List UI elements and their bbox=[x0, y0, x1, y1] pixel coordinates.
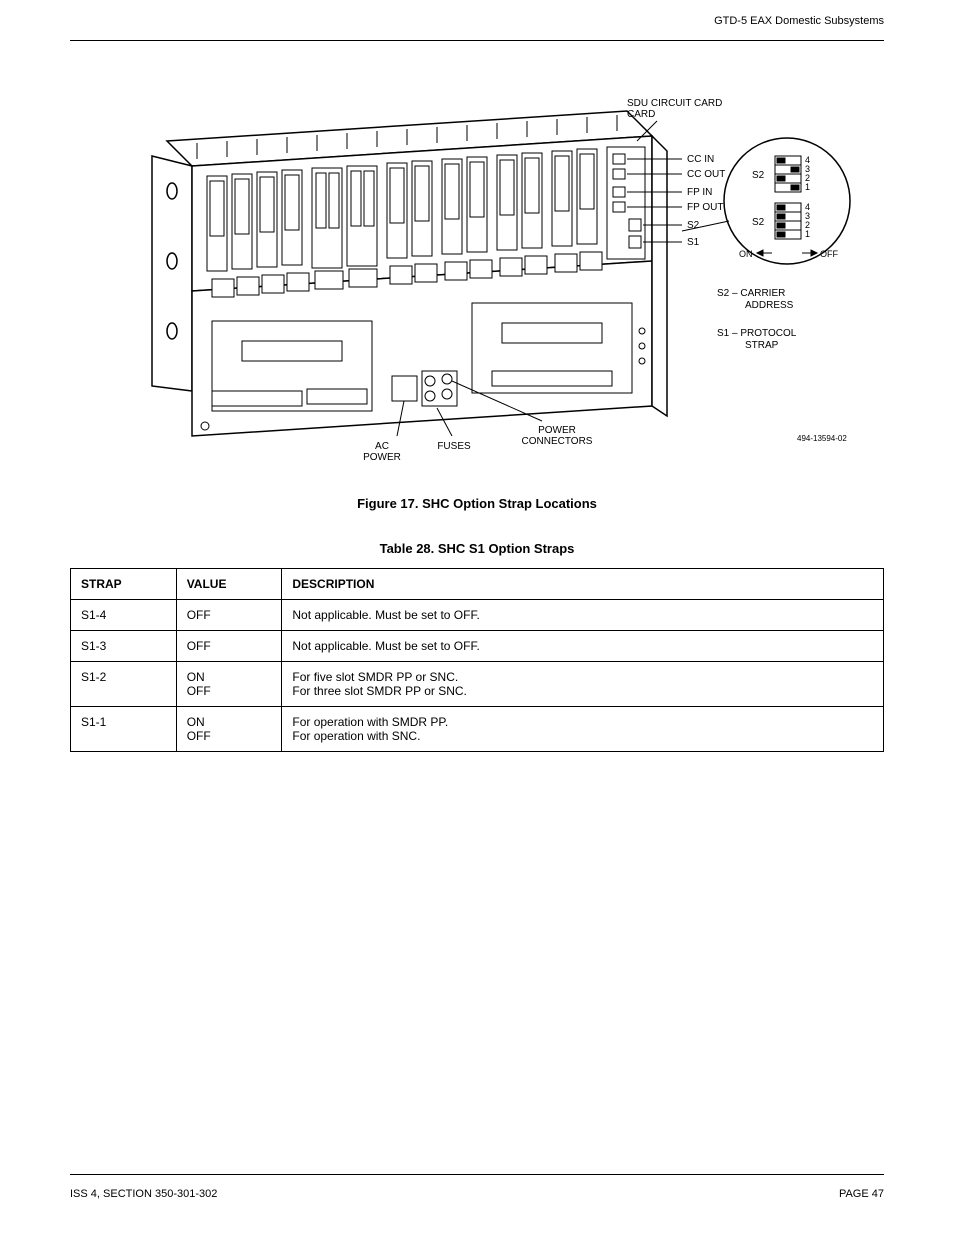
callout-ac-power-1: AC bbox=[375, 441, 389, 452]
bottom-rule bbox=[70, 1174, 884, 1175]
document-page: GTD-5 EAX Domestic Subsystems bbox=[0, 0, 954, 1235]
detail-num-1a: 1 bbox=[805, 182, 810, 192]
shc-diagram: SDU CIRCUIT CARD CARD CC IN CC OUT FP IN… bbox=[97, 81, 857, 481]
detail-on: ON bbox=[739, 249, 753, 259]
table-cell: For operation with SMDR PP.For operation… bbox=[282, 707, 884, 752]
table-cell: Not applicable. Must be set to OFF. bbox=[282, 600, 884, 631]
col-strap: STRAP bbox=[71, 569, 177, 600]
straps-table: STRAP VALUE DESCRIPTION S1-4OFFNot appli… bbox=[70, 568, 884, 752]
figure-caption: Figure 17. SHC Option Strap Locations bbox=[70, 496, 884, 511]
callout-cc-out: CC OUT bbox=[687, 169, 725, 180]
callout-powerconn-1: POWER bbox=[538, 425, 576, 436]
page-footer: ISS 4, SECTION 350-301-302 PAGE 47 bbox=[70, 1188, 884, 1200]
table-cell: S1-4 bbox=[71, 600, 177, 631]
table-row: S1-4OFFNot applicable. Must be set to OF… bbox=[71, 600, 884, 631]
figure-container: SDU CIRCUIT CARD CARD CC IN CC OUT FP IN… bbox=[70, 81, 884, 511]
callout-fp-out: FP OUT bbox=[687, 202, 723, 213]
table-cell: OFF bbox=[176, 600, 282, 631]
table-row: S1-2ONOFFFor five slot SMDR PP or SNC.Fo… bbox=[71, 662, 884, 707]
col-description: DESCRIPTION bbox=[282, 569, 884, 600]
detail-caption-s1-1: S1 – PROTOCOL bbox=[717, 328, 797, 339]
callout-s2: S2 bbox=[687, 220, 700, 231]
table-cell: OFF bbox=[176, 631, 282, 662]
table-cell: ONOFF bbox=[176, 707, 282, 752]
callout-cc-in: CC IN bbox=[687, 154, 714, 165]
table-cell: S1-2 bbox=[71, 662, 177, 707]
callout-s1: S1 bbox=[687, 237, 700, 248]
drawing-number: 494-13594-02 bbox=[797, 434, 847, 443]
callout-sdu-card: SDU CIRCUIT CARD bbox=[627, 98, 722, 109]
detail-caption-s2-1: S2 – CARRIER bbox=[717, 288, 785, 299]
detail-caption-s1-2: STRAP bbox=[745, 340, 779, 351]
table-row: S1-1ONOFFFor operation with SMDR PP.For … bbox=[71, 707, 884, 752]
detail-s2-upper: S2 bbox=[752, 170, 765, 181]
footer-page: PAGE 47 bbox=[839, 1188, 884, 1200]
callout-sdu-card-2: CARD bbox=[627, 109, 655, 120]
table-cell: For five slot SMDR PP or SNC.For three s… bbox=[282, 662, 884, 707]
section-header: GTD-5 EAX Domestic Subsystems bbox=[714, 15, 884, 27]
detail-s2-lower: S2 bbox=[752, 217, 765, 228]
callout-fuses: FUSES bbox=[437, 441, 471, 452]
table-cell: ONOFF bbox=[176, 662, 282, 707]
table-caption: Table 28. SHC S1 Option Straps bbox=[70, 541, 884, 556]
detail-num-1b: 1 bbox=[805, 229, 810, 239]
col-value: VALUE bbox=[176, 569, 282, 600]
callout-fp-in: FP IN bbox=[687, 187, 712, 198]
detail-off: OFF bbox=[820, 249, 838, 259]
table-cell: Not applicable. Must be set to OFF. bbox=[282, 631, 884, 662]
callout-ac-power-2: POWER bbox=[363, 452, 401, 463]
table-header-row: STRAP VALUE DESCRIPTION bbox=[71, 569, 884, 600]
callout-powerconn-2: CONNECTORS bbox=[522, 436, 593, 447]
table-cell: S1-1 bbox=[71, 707, 177, 752]
top-rule bbox=[70, 40, 884, 41]
footer-section: ISS 4, SECTION 350-301-302 bbox=[70, 1188, 217, 1200]
table-cell: S1-3 bbox=[71, 631, 177, 662]
detail-caption-s2-2: ADDRESS bbox=[745, 300, 794, 311]
table-row: S1-3OFFNot applicable. Must be set to OF… bbox=[71, 631, 884, 662]
